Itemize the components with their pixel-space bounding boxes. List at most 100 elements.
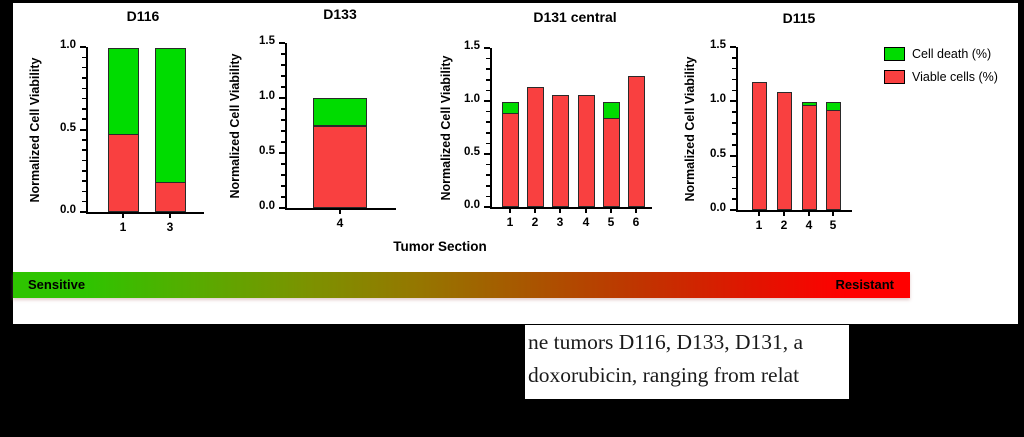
y-minor-tick — [486, 89, 490, 92]
legend-item-viable-cells: Viable cells (%) — [884, 70, 998, 84]
y-minor-tick — [281, 163, 285, 165]
gradient-label-sensitive: Sensitive — [28, 277, 86, 292]
y-minor-tick — [486, 163, 490, 166]
y-axis-line — [490, 48, 492, 209]
y-minor-tick — [281, 53, 285, 55]
x-tick-label: 4 — [582, 215, 590, 229]
x-axis-line — [490, 207, 652, 209]
x-tick — [339, 210, 341, 214]
y-minor-tick — [281, 196, 285, 198]
caption-line-2: doxorubicin, ranging from relat — [528, 363, 800, 387]
y-minor-tick — [82, 139, 86, 141]
legend: Cell death (%) Viable cells (%) — [884, 47, 998, 93]
x-tick — [509, 209, 511, 213]
y-tick-label: 1.5 — [710, 39, 726, 51]
legend-label-viable-cells: Viable cells (%) — [912, 70, 998, 84]
x-tick — [585, 209, 587, 213]
y-minor-tick — [82, 200, 86, 203]
y-minor-tick — [281, 64, 285, 66]
x-tick-label: 6 — [632, 215, 640, 229]
x-tick — [534, 209, 536, 213]
y-minor-tick — [486, 142, 490, 145]
bar-segment-viable — [313, 125, 367, 208]
y-axis-line — [285, 43, 287, 210]
bar-segment-viable — [751, 81, 767, 210]
y-minor-tick — [281, 174, 285, 176]
y-axis-line — [86, 47, 88, 214]
chart-title: D133 — [323, 6, 357, 22]
x-tick-label: 2 — [531, 215, 539, 229]
legend-swatch-cell-death-icon — [884, 47, 905, 61]
x-tick — [832, 212, 834, 216]
chart-title: D131 central — [533, 9, 617, 25]
x-tick — [808, 212, 810, 216]
y-tick-label: 0.5 — [710, 147, 726, 160]
y-minor-tick — [486, 57, 490, 60]
bar-segment-viable — [602, 117, 620, 207]
y-tick-label: 0.0 — [60, 204, 76, 216]
x-tick — [559, 209, 561, 213]
sensitivity-gradient-bar: Sensitive Resistant — [13, 272, 910, 298]
bar-segment-death — [602, 102, 620, 119]
y-tick-label: 0.0 — [259, 200, 275, 212]
y-tick — [484, 153, 490, 155]
y-minor-tick — [732, 198, 736, 200]
bar-segment-viable — [154, 182, 186, 212]
y-tick — [80, 211, 86, 213]
y-minor-tick — [486, 132, 490, 134]
bar-segment-death — [501, 102, 519, 114]
y-axis-line — [736, 47, 738, 212]
y-minor-tick — [82, 77, 86, 79]
x-axis-line — [86, 212, 204, 214]
y-minor-tick — [281, 141, 285, 143]
y-minor-tick — [486, 185, 490, 187]
y-minor-tick — [82, 97, 86, 100]
x-tick — [122, 214, 124, 218]
x-tick — [783, 212, 785, 216]
y-minor-tick — [486, 195, 490, 198]
bar-segment-death — [154, 48, 186, 184]
y-minor-tick — [82, 108, 86, 110]
y-minor-tick — [732, 111, 736, 113]
y-tick — [80, 128, 86, 131]
x-tick — [635, 209, 637, 213]
caption-box: ne tumors D116, D133, D131, a doxorubici… — [525, 325, 849, 399]
y-tick-label: 1.0 — [464, 93, 480, 105]
chart-title: D116 — [126, 8, 160, 24]
y-minor-tick — [486, 68, 490, 70]
y-tick-label: 1.0 — [60, 39, 76, 51]
y-tick — [484, 100, 490, 102]
y-tick-label: 0.5 — [60, 121, 76, 134]
x-tick — [610, 209, 612, 213]
y-tick-label: 1.0 — [259, 90, 275, 102]
y-minor-tick — [732, 122, 736, 124]
y-minor-tick — [732, 144, 736, 146]
y-minor-tick — [486, 121, 490, 123]
y-tick-label: 0.0 — [464, 199, 480, 211]
y-minor-tick — [82, 118, 86, 120]
y-tick — [730, 154, 736, 157]
x-tick — [169, 214, 171, 218]
y-minor-tick — [281, 75, 285, 77]
y-minor-tick — [732, 67, 736, 70]
bar-segment-death — [801, 102, 817, 106]
y-tick — [279, 97, 285, 99]
y-minor-tick — [732, 176, 736, 179]
y-minor-tick — [486, 79, 490, 81]
y-tick-label: 1.0 — [710, 93, 726, 106]
x-tick-label: 1 — [506, 215, 514, 229]
bar-segment-viable — [627, 75, 645, 207]
y-tick — [484, 206, 490, 208]
y-tick-label: 0.5 — [259, 145, 275, 157]
x-axis-title: Tumor Section — [393, 239, 487, 254]
x-axis-line — [736, 210, 852, 212]
y-minor-tick — [82, 56, 86, 59]
legend-swatch-viable-cells-icon — [884, 70, 905, 84]
x-tick-label: 5 — [607, 215, 615, 229]
y-minor-tick — [82, 180, 86, 182]
y-tick — [279, 207, 285, 209]
bar-segment-viable — [825, 110, 841, 210]
y-minor-tick — [82, 170, 86, 172]
bar-segment-viable — [801, 104, 817, 210]
gradient-label-resistant: Resistant — [835, 277, 894, 292]
